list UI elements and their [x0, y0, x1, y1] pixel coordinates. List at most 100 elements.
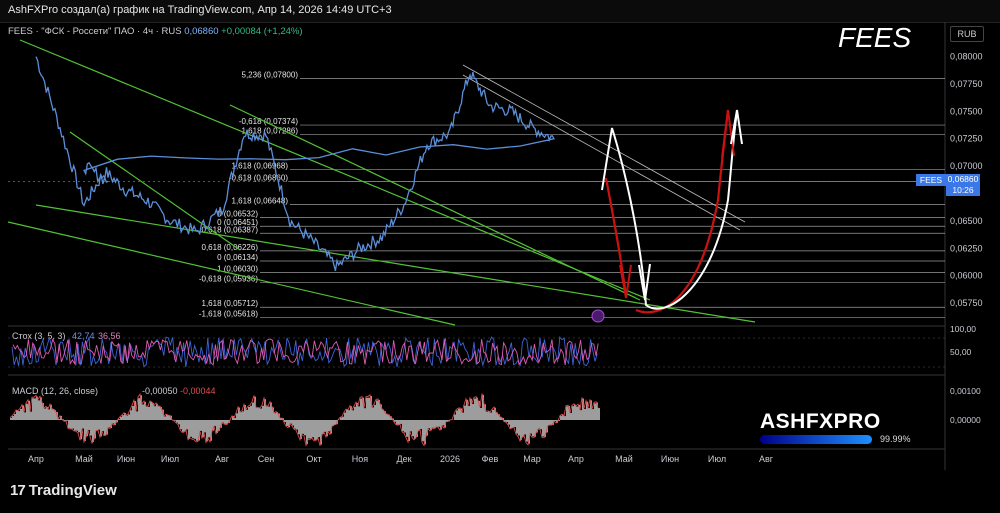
macd-histogram-bar: [86, 420, 88, 437]
stoch-y-tick: 50,00: [950, 347, 972, 357]
x-tick-label: Авг: [215, 454, 230, 464]
macd-histogram-bar: [356, 403, 358, 420]
macd-histogram-bar: [154, 406, 156, 420]
x-tick-label: Мар: [523, 454, 541, 464]
macd-value: -0,00050: [142, 386, 178, 396]
macd-histogram-bar: [146, 406, 148, 420]
macd-histogram-bar: [342, 416, 344, 420]
macd-histogram-bar: [300, 420, 302, 439]
macd-histogram-bar: [82, 420, 84, 429]
price-tag-value: 0,06860 10:26: [946, 174, 980, 196]
macd-histogram-bar: [492, 409, 494, 420]
macd-histogram-bar: [386, 414, 388, 420]
macd-histogram-bar: [548, 420, 550, 426]
macd-histogram-bar: [106, 420, 108, 435]
macd-histogram-bar: [186, 420, 188, 430]
fib-level-label: 5,236 (0,07800): [242, 70, 299, 79]
macd-histogram-bar: [570, 412, 572, 420]
stoch-d-value: 36,56: [98, 331, 121, 341]
macd-histogram-bar: [138, 398, 140, 420]
x-tick-label: Июн: [661, 454, 679, 464]
macd-histogram-bar: [72, 420, 74, 429]
macd-histogram-bar: [478, 400, 480, 420]
macd-histogram-bar: [126, 415, 128, 420]
macd-histogram-bar: [494, 407, 496, 420]
macd-histogram-bar: [306, 420, 308, 445]
macd-histogram-bar: [540, 420, 542, 430]
currency-badge[interactable]: RUB: [950, 26, 984, 42]
price-tag-timer: 10:26: [952, 185, 974, 195]
macd-histogram-bar: [156, 403, 158, 420]
macd-histogram-bar: [260, 408, 262, 420]
macd-histogram-bar: [266, 406, 268, 420]
symbol-legend[interactable]: FEES · "ФСК - Россети" ПАО · 4ч · RUS 0,…: [8, 26, 303, 37]
macd-histogram-bar: [134, 401, 136, 420]
macd-histogram-bar: [358, 406, 360, 420]
y-tick-label: 0,07000: [950, 161, 983, 171]
macd-histogram-bar: [242, 411, 244, 420]
y-tick-label: 0,05750: [950, 298, 983, 308]
macd-histogram-bar: [592, 409, 594, 420]
macd-histogram-bar: [424, 420, 426, 445]
macd-histogram-bar: [370, 395, 372, 420]
macd-histogram-bar: [100, 420, 102, 437]
macd-histogram-bar: [472, 404, 474, 420]
macd-histogram-bar: [168, 415, 170, 420]
macd-histogram-bar: [50, 404, 52, 420]
macd-histogram-bar: [586, 401, 588, 420]
macd-histogram-bar: [398, 420, 400, 425]
macd-histogram-bar: [62, 419, 64, 420]
macd-histogram-bar: [364, 408, 366, 420]
macd-histogram-bar: [554, 420, 556, 422]
x-tick-label: Сен: [258, 454, 275, 464]
macd-histogram-bar: [468, 405, 470, 420]
macd-histogram-bar: [580, 410, 582, 420]
macd-histogram-bar: [210, 420, 212, 441]
macd-histogram-bar: [88, 420, 90, 430]
macd-histogram-bar: [272, 407, 274, 420]
macd-histogram-bar: [152, 403, 154, 420]
macd-histogram-bar: [488, 411, 490, 420]
macd-histogram-bar: [120, 416, 122, 420]
stoch-k-value: 42,74: [72, 331, 95, 341]
macd-histogram-bar: [420, 420, 422, 430]
macd-histogram-bar: [416, 420, 418, 437]
macd-histogram-bar: [32, 398, 34, 420]
macd-histogram-bar: [158, 406, 160, 420]
macd-histogram-bar: [406, 420, 408, 437]
macd-histogram-bar: [334, 420, 336, 425]
fib-level-label: 1,618 (0,06648): [232, 197, 289, 206]
macd-y-tick: 0,00100: [950, 386, 981, 396]
macd-histogram-bar: [546, 420, 548, 433]
macd-histogram-bar: [20, 408, 22, 420]
macd-histogram-bar: [46, 407, 48, 420]
fib-level-label: -1,618 (0,05618): [199, 310, 258, 319]
macd-histogram-bar: [10, 417, 12, 420]
macd-histogram-bar: [44, 408, 46, 420]
macd-histogram-bar: [476, 397, 478, 420]
macd-histogram-bar: [176, 420, 178, 423]
macd-histogram-bar: [148, 406, 150, 420]
macd-histogram-bar: [576, 406, 578, 420]
macd-histogram-bar: [322, 420, 324, 434]
macd-histogram-bar: [270, 402, 272, 420]
x-tick-label: Июл: [161, 454, 179, 464]
macd-histogram-bar: [482, 394, 484, 420]
macd-histogram-bar: [544, 420, 546, 438]
tradingview-logo[interactable]: 17 TradingView: [10, 482, 117, 499]
macd-histogram-bar: [76, 420, 78, 431]
macd-signal-line: [9, 392, 599, 448]
macd-histogram-bar: [318, 420, 320, 438]
macd-histogram-bar: [410, 420, 412, 432]
brand-logo-text: ASHFXPRO: [760, 410, 881, 433]
fib-level-label: 0 (0,06532): [217, 209, 258, 218]
macd-histogram-bar: [366, 397, 368, 420]
macd-histogram-bar: [18, 411, 20, 420]
macd-histogram-bar: [252, 402, 254, 420]
macd-histogram-bar: [136, 411, 138, 420]
macd-histogram-bar: [574, 404, 576, 420]
macd-histogram-bar: [522, 420, 524, 437]
macd-histogram-bar: [180, 420, 182, 430]
macd-histogram-bar: [418, 420, 420, 431]
